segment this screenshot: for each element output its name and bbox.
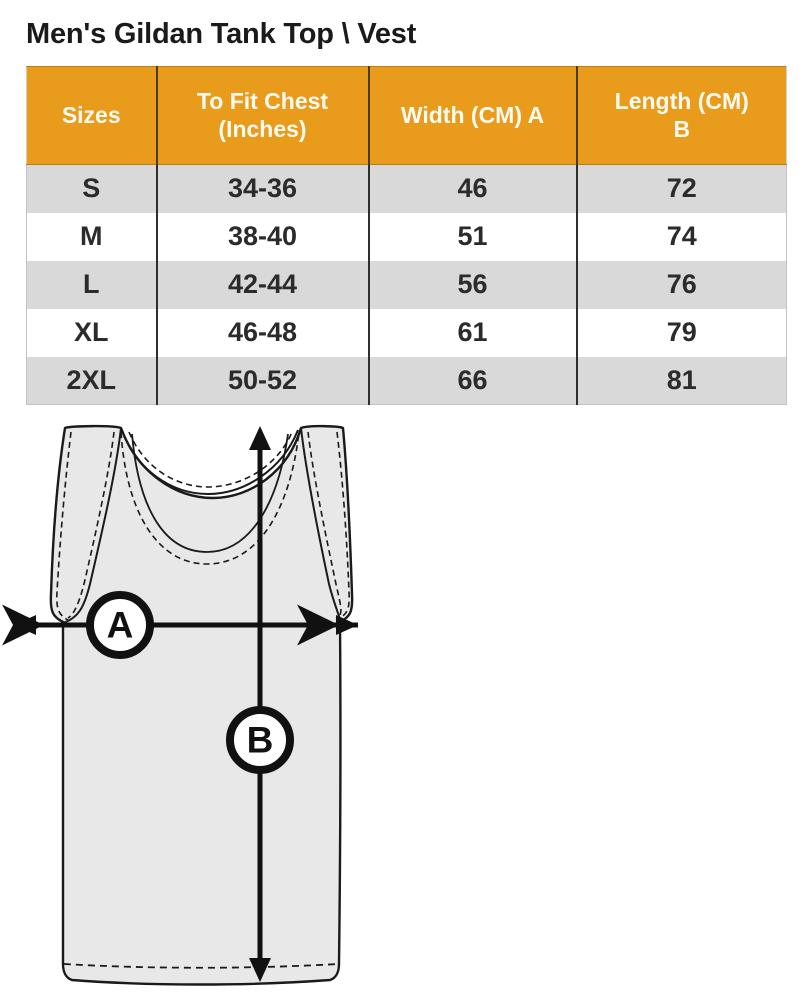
cell-width: 51 <box>367 212 578 261</box>
cell-size: M <box>26 212 158 261</box>
column-header-chest-label-line2: (Inches) <box>218 115 307 142</box>
cell-size: L <box>26 260 158 309</box>
stitch-neckline-back <box>128 431 293 488</box>
cell-size: XL <box>26 308 158 357</box>
column-header-sizes: Sizes <box>26 66 158 165</box>
column-header-chest-label: To Fit Chest <box>196 88 329 115</box>
column-header-width-label: Width (CM) A <box>400 101 545 128</box>
column-header-chest: To Fit Chest (Inches) <box>155 66 370 165</box>
column-header-length: Length (CM) B <box>575 66 787 165</box>
column-header-width: Width (CM) A <box>367 66 578 165</box>
table-row: S 34-36 46 72 <box>26 164 787 213</box>
table-row: XL 46-48 61 79 <box>26 308 787 357</box>
tank-top-illustration <box>49 424 354 986</box>
table-row: M 38-40 51 74 <box>26 212 787 261</box>
cell-chest: 34-36 <box>155 164 370 213</box>
column-header-length-label: Length (CM) <box>614 88 749 115</box>
marker-badge-b-label: B <box>247 720 274 761</box>
marker-badge-a: A <box>86 591 154 659</box>
neckline-back <box>121 429 299 496</box>
column-header-sizes-label: Sizes <box>61 101 121 128</box>
cell-chest: 38-40 <box>155 212 370 261</box>
column-header-length-label-line2: B <box>673 115 691 142</box>
garment-outline <box>49 424 354 986</box>
cell-width: 61 <box>367 308 578 357</box>
cell-chest: 42-44 <box>155 260 370 309</box>
cell-length: 74 <box>575 212 787 261</box>
cell-width: 46 <box>367 164 578 213</box>
table-row: L 42-44 56 76 <box>26 260 787 309</box>
cell-chest: 46-48 <box>155 308 370 357</box>
cell-length: 81 <box>575 356 787 405</box>
cell-width: 66 <box>367 356 578 405</box>
cell-size: 2XL <box>26 356 158 405</box>
size-chart-table: Sizes To Fit Chest (Inches) Width (CM) A… <box>26 66 787 405</box>
stitch-strap-right-inner <box>307 431 342 619</box>
measurement-b-arrow <box>249 426 271 982</box>
cell-chest: 50-52 <box>155 356 370 405</box>
cell-length: 76 <box>575 260 787 309</box>
neckline-front <box>131 433 289 553</box>
stitch-hem <box>63 963 339 969</box>
page-title: Men's Gildan Tank Top \ Vest <box>26 18 417 50</box>
cell-length: 79 <box>575 308 787 357</box>
cell-size: S <box>26 164 158 213</box>
cell-length: 72 <box>575 164 787 213</box>
marker-badge-a-label: A <box>107 605 134 646</box>
table-row: 2XL 50-52 66 81 <box>26 356 787 405</box>
cell-width: 56 <box>367 260 578 309</box>
garment-diagram: A B <box>0 412 812 1000</box>
table-header-row: Sizes To Fit Chest (Inches) Width (CM) A… <box>26 66 787 165</box>
marker-badge-b: B <box>226 706 294 774</box>
stitch-neckline-front <box>120 431 300 565</box>
stitch-strap-right-outer <box>335 431 350 621</box>
